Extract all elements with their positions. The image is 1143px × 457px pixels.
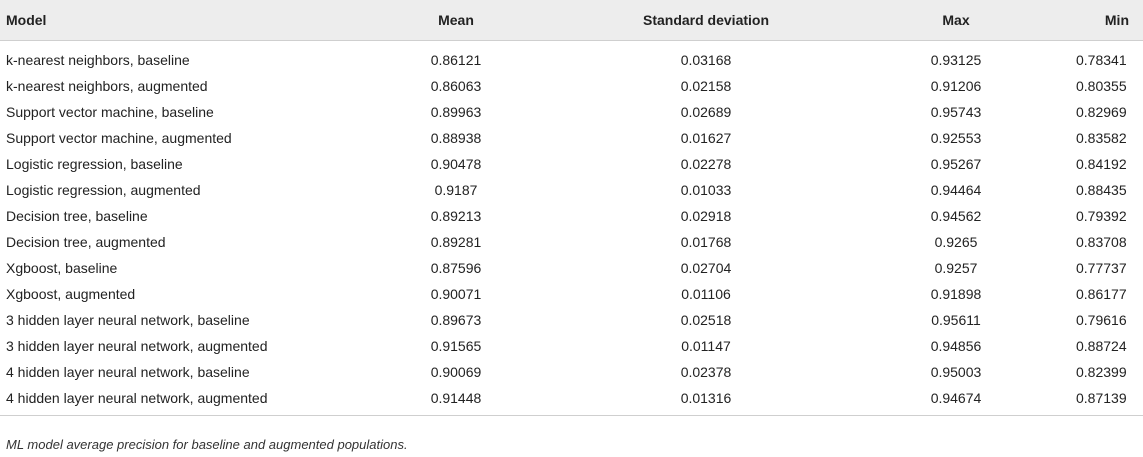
cell-min: 0.79616 bbox=[1076, 311, 1127, 328]
cell-model: Decision tree, baseline bbox=[6, 207, 148, 224]
cell-max: 0.95611 bbox=[931, 311, 981, 328]
cell-mean: 0.89673 bbox=[430, 311, 482, 328]
cell-mean: 0.91448 bbox=[430, 389, 482, 406]
cell-min: 0.83582 bbox=[1076, 129, 1127, 146]
table-row: k-nearest neighbors, augmented 0.86063 0.0… bbox=[0, 73, 1143, 99]
table-row: Logistic regression, baseline 0.90478 0.02… bbox=[0, 151, 1143, 177]
table-caption: ML model average precision for baseline … bbox=[6, 437, 408, 452]
results-table: Model Mean Standard deviation Max Min k-… bbox=[0, 0, 1143, 415]
header-min: Min bbox=[1066, 0, 1143, 41]
cell-max: 0.94856 bbox=[930, 337, 982, 354]
table-row: 4 hidden layer neural network, baseline 0… bbox=[0, 359, 1143, 385]
cell-min: 0.88435 bbox=[1076, 181, 1127, 198]
cell-model: Logistic regression, augmented bbox=[6, 181, 201, 198]
cell-max: 0.9265 bbox=[934, 233, 978, 250]
cell-min: 0.78341 bbox=[1076, 51, 1127, 68]
header-row: Model Mean Standard deviation Max Min bbox=[0, 0, 1143, 41]
cell-mean: 0.91565 bbox=[430, 337, 482, 354]
cell-min: 0.80355 bbox=[1076, 77, 1127, 94]
table-row: Xgboost, baseline 0.87596 0.02704 0.9257 0.7… bbox=[0, 255, 1143, 281]
cell-standard-deviation: 0.02689 bbox=[680, 103, 732, 120]
cell-model: k-nearest neighbors, augmented bbox=[6, 77, 208, 94]
table-row: Decision tree, augmented 0.89281 0.01768 0.… bbox=[0, 229, 1143, 255]
cell-model: Support vector machine, baseline bbox=[6, 103, 214, 120]
table-row: Xgboost, augmented 0.90071 0.01106 0.91898 0… bbox=[0, 281, 1143, 307]
cell-max: 0.94464 bbox=[930, 181, 982, 198]
table-row: 3 hidden layer neural network, baseline 0… bbox=[0, 307, 1143, 333]
table-row: 4 hidden layer neural network, augmented… bbox=[0, 385, 1143, 416]
cell-standard-deviation: 0.03168 bbox=[680, 51, 732, 68]
table-body: k-nearest neighbors, baseline 0.86121 0.03… bbox=[0, 40, 1143, 415]
cell-max: 0.92553 bbox=[930, 129, 982, 146]
cell-max: 0.95267 bbox=[930, 155, 982, 172]
cell-max: 0.9257 bbox=[934, 259, 978, 276]
cell-model: Xgboost, augmented bbox=[6, 285, 136, 302]
cell-standard-deviation: 0.01033 bbox=[680, 181, 732, 198]
table-row: 3 hidden layer neural network, augmented… bbox=[0, 333, 1143, 359]
cell-min: 0.77737 bbox=[1076, 259, 1127, 276]
cell-min: 0.79392 bbox=[1076, 207, 1127, 224]
cell-model: 4 hidden layer neural network, baseline bbox=[6, 363, 250, 380]
cell-model: Xgboost, baseline bbox=[6, 259, 118, 276]
cell-model: Logistic regression, baseline bbox=[6, 155, 183, 172]
cell-standard-deviation: 0.02704 bbox=[680, 259, 732, 276]
cell-min: 0.84192 bbox=[1076, 155, 1127, 172]
cell-mean: 0.90478 bbox=[430, 155, 482, 172]
cell-standard-deviation: 0.02278 bbox=[680, 155, 732, 172]
table-row: k-nearest neighbors, baseline 0.86121 0.03… bbox=[0, 40, 1143, 73]
header-model: Model bbox=[0, 0, 346, 41]
cell-mean: 0.88938 bbox=[430, 129, 482, 146]
cell-model: 4 hidden layer neural network, augmented bbox=[6, 389, 268, 406]
cell-standard-deviation: 0.01768 bbox=[680, 233, 732, 250]
cell-max: 0.91206 bbox=[930, 77, 982, 94]
cell-min: 0.87139 bbox=[1076, 389, 1127, 406]
cell-standard-deviation: 0.02378 bbox=[680, 363, 732, 380]
cell-model: 3 hidden layer neural network, baseline bbox=[6, 311, 250, 328]
cell-mean: 0.89281 bbox=[430, 233, 482, 250]
cell-standard-deviation: 0.01627 bbox=[680, 129, 732, 146]
cell-standard-deviation: 0.01106 bbox=[681, 285, 731, 302]
cell-model: Decision tree, augmented bbox=[6, 233, 166, 250]
cell-mean: 0.87596 bbox=[430, 259, 482, 276]
table-header: Model Mean Standard deviation Max Min bbox=[0, 0, 1143, 41]
cell-min: 0.88724 bbox=[1076, 337, 1127, 354]
cell-standard-deviation: 0.02158 bbox=[680, 77, 732, 94]
cell-model: Support vector machine, augmented bbox=[6, 129, 232, 146]
table-row: Decision tree, baseline 0.89213 0.02918 0.9… bbox=[0, 203, 1143, 229]
table-row: Support vector machine, baseline 0.89963 0… bbox=[0, 99, 1143, 125]
header-mean: Mean bbox=[346, 0, 566, 41]
cell-model: 3 hidden layer neural network, augmented bbox=[6, 337, 268, 354]
header-max: Max bbox=[846, 0, 1066, 41]
cell-standard-deviation: 0.02518 bbox=[680, 311, 732, 328]
cell-mean: 0.90069 bbox=[430, 363, 482, 380]
table-row: Support vector machine, augmented 0.88938… bbox=[0, 125, 1143, 151]
cell-max: 0.94674 bbox=[930, 389, 982, 406]
cell-standard-deviation: 0.01147 bbox=[681, 337, 731, 354]
cell-mean: 0.89213 bbox=[430, 207, 482, 224]
table-row: Logistic regression, augmented 0.9187 0.01… bbox=[0, 177, 1143, 203]
cell-max: 0.94562 bbox=[930, 207, 982, 224]
cell-min: 0.86177 bbox=[1076, 285, 1127, 302]
cell-min: 0.82969 bbox=[1076, 103, 1127, 120]
header-standard-deviation: Standard deviation bbox=[566, 0, 846, 41]
cell-max: 0.91898 bbox=[930, 285, 982, 302]
cell-max: 0.95003 bbox=[930, 363, 982, 380]
cell-mean: 0.89963 bbox=[430, 103, 482, 120]
cell-standard-deviation: 0.01316 bbox=[680, 389, 732, 406]
cell-mean: 0.90071 bbox=[430, 285, 482, 302]
cell-mean: 0.9187 bbox=[434, 181, 478, 198]
cell-standard-deviation: 0.02918 bbox=[680, 207, 732, 224]
cell-min: 0.83708 bbox=[1076, 233, 1127, 250]
cell-mean: 0.86121 bbox=[430, 51, 482, 68]
cell-max: 0.95743 bbox=[930, 103, 982, 120]
cell-min: 0.82399 bbox=[1076, 363, 1127, 380]
cell-model: k-nearest neighbors, baseline bbox=[6, 51, 190, 68]
cell-mean: 0.86063 bbox=[430, 77, 482, 94]
cell-max: 0.93125 bbox=[930, 51, 982, 68]
